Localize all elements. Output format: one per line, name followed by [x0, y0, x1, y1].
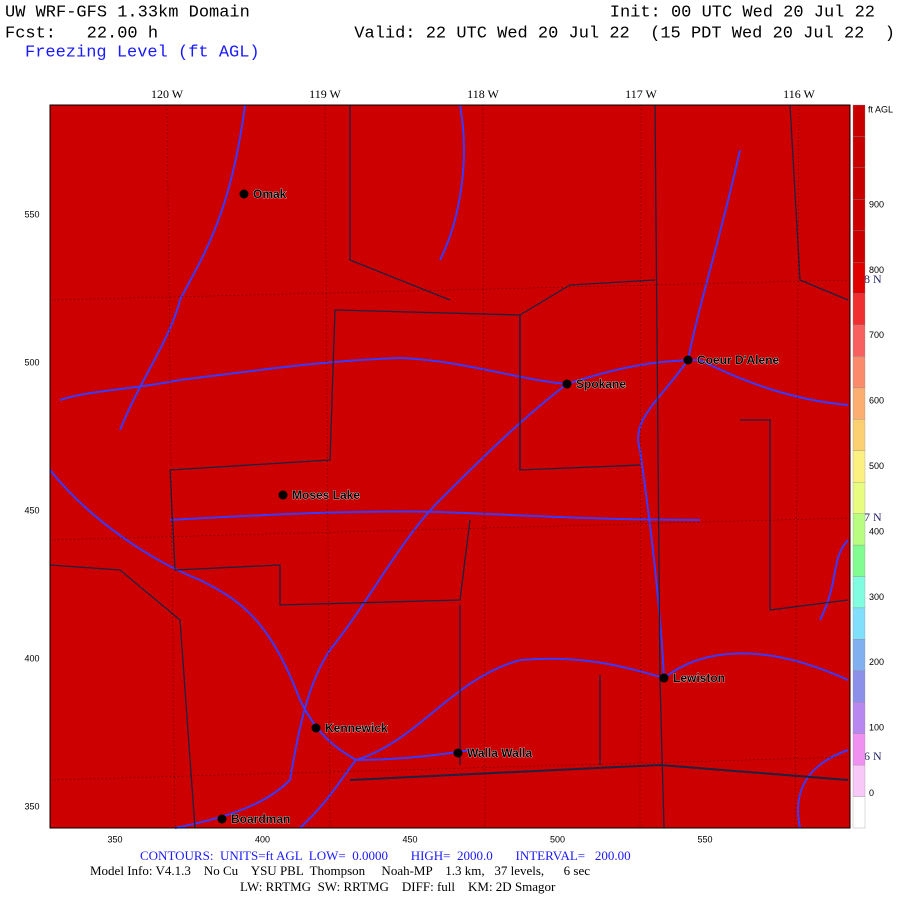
city-marker [453, 748, 463, 758]
map-frame [49, 104, 851, 829]
city-label: Moses Lake [292, 488, 360, 502]
colorbar-label: 700 [869, 330, 884, 340]
city-marker [278, 490, 288, 500]
longitude-label: 116 W [783, 87, 815, 101]
y-label: 550 [24, 209, 39, 219]
longitude-label: 117 W [625, 87, 657, 101]
city-marker [562, 379, 572, 389]
boundaries [49, 104, 849, 829]
colorbar-label: 900 [869, 199, 884, 209]
colorbar-segment [852, 419, 866, 451]
x-label: 550 [697, 834, 712, 844]
y-label: 450 [24, 505, 39, 515]
colorbar-segment [852, 356, 866, 389]
colorbar-segment [852, 387, 866, 420]
x-label: 400 [255, 834, 270, 844]
forecast: Fcst: 22.00 h [5, 24, 158, 43]
colorbar-label: 800 [869, 265, 884, 275]
colorbar-segment [852, 293, 866, 326]
colorbar-segment [852, 576, 866, 609]
city-label: Spokane [576, 377, 626, 391]
colorbar-segment [852, 230, 866, 263]
colorbar-label: 400 [869, 526, 884, 536]
colorbar-segment [852, 544, 866, 577]
city-marker [683, 355, 693, 365]
field: Freezing Level (ft AGL) [25, 43, 260, 62]
colorbar-label: 500 [869, 461, 884, 471]
colorbar-unit: ft AGL [868, 104, 893, 114]
longitude-label: 120 W [151, 87, 184, 101]
init: Init: 00 UTC Wed 20 Jul 22 [610, 3, 875, 22]
city-label: Boardman [231, 812, 290, 826]
city-label: Walla Walla [467, 746, 532, 760]
city-marker [311, 723, 321, 733]
colorbar-segment [852, 670, 866, 703]
colorbar-label: 300 [869, 592, 884, 602]
colorbar-segment [852, 513, 866, 546]
footer-physics: LW: RRTMG SW: RRTMG DIFF: full KM: 2D Sm… [240, 879, 556, 894]
colorbar-segment [852, 639, 866, 671]
colorbar-segment [852, 324, 866, 357]
colorbar-segment [852, 733, 866, 766]
colorbar-segment [852, 262, 866, 294]
colorbar-label: 600 [869, 396, 884, 406]
graticule [49, 104, 851, 829]
colorbar-segment [852, 796, 866, 829]
x-label: 500 [550, 834, 565, 844]
title: UW WRF-GFS 1.33km Domain [5, 3, 250, 22]
rivers [49, 104, 849, 829]
valid: Valid: 22 UTC Wed 20 Jul 22 (15 PDT Wed … [354, 24, 895, 43]
colorbar-label: 200 [869, 657, 884, 667]
y-label: 350 [24, 801, 39, 811]
colorbar-segment [852, 764, 866, 797]
city-label: Coeur D'Alene [697, 353, 780, 367]
colorbar-segment [852, 136, 866, 169]
colorbar-segment [852, 104, 866, 137]
colorbar-segment [852, 482, 866, 514]
y-label: 500 [24, 357, 39, 367]
colorbar-segment [852, 607, 866, 640]
footer-model: Model Info: V4.1.3 No Cu YSU PBL Thompso… [90, 863, 590, 878]
city-marker [239, 189, 249, 199]
colorbar-label: 0 [869, 788, 874, 798]
city-label: Omak [253, 187, 287, 201]
longitude-label: 118 W [467, 87, 499, 101]
x-label: 450 [402, 834, 417, 844]
city-label: Kennewick [325, 721, 388, 735]
city-label: Lewiston [673, 671, 725, 685]
footer-contours: CONTOURS: UNITS=ft AGL LOW= 0.0000 HIGH=… [140, 848, 631, 863]
colorbar-segment [852, 199, 866, 231]
colorbar-segment [852, 167, 866, 200]
longitude-label: 119 W [309, 87, 341, 101]
x-label: 350 [107, 834, 122, 844]
map-field [50, 105, 850, 828]
colorbar-label: 100 [869, 723, 884, 733]
colorbar-segment [852, 450, 866, 483]
city-marker [217, 814, 227, 824]
colorbar-segment [852, 702, 866, 734]
y-label: 400 [24, 653, 39, 663]
city-marker [659, 673, 669, 683]
